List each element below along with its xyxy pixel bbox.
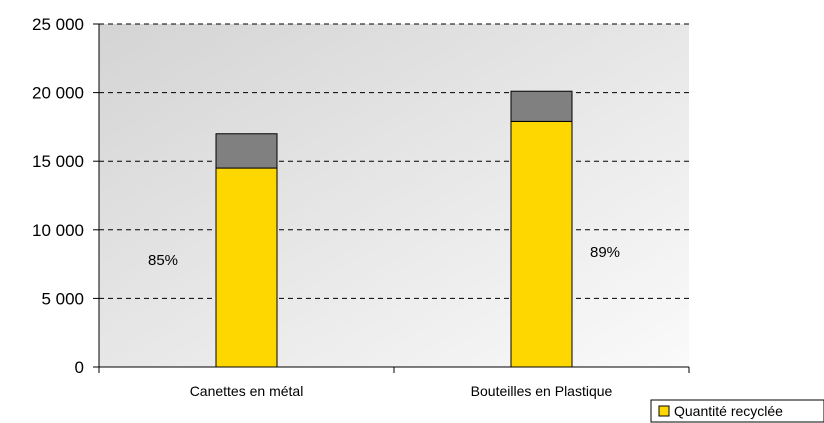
bar-segment (215, 167, 278, 368)
y-tick-label: 10 000 (32, 221, 84, 240)
y-tick-label: 0 (75, 358, 84, 377)
y-tick-label: 20 000 (32, 84, 84, 103)
legend-swatch (658, 405, 670, 417)
bar-segment (510, 90, 573, 122)
plot-area (99, 24, 689, 367)
percentage-label: 89% (590, 244, 620, 261)
legend: Quantité recyclée (650, 399, 824, 423)
y-tick-label: 25 000 (32, 15, 84, 34)
y-tick-labels: 0 5 000 10 000 15 000 20 000 25 000 (32, 15, 84, 377)
bars (215, 90, 573, 368)
bar-segment (215, 133, 278, 169)
x-tick-label: Canettes en métal (190, 383, 304, 399)
legend-box (650, 399, 824, 423)
legend-label: Quantité recyclée (674, 403, 783, 419)
annotations: 85% 89% (148, 244, 620, 269)
bar-segment (510, 120, 573, 368)
percentage-label: 85% (148, 252, 178, 269)
y-tick-label: 5 000 (41, 289, 84, 308)
x-tick-labels: Canettes en métal Bouteilles en Plastique (190, 383, 613, 399)
y-tick-label: 15 000 (32, 152, 84, 171)
x-tick-label: Bouteilles en Plastique (471, 383, 613, 399)
axes (93, 23, 690, 373)
